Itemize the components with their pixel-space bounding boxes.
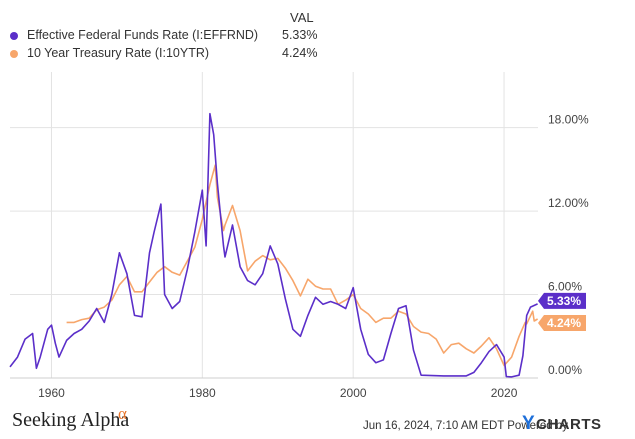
series-line-fed-funds <box>9 112 538 378</box>
seeking-alpha-logo[interactable]: Seeking Alpha <box>12 409 130 431</box>
series-line-treasury <box>66 164 539 367</box>
series-swatch-fed-funds <box>10 32 18 40</box>
legend-value-fed-funds: 5.33% <box>282 28 318 42</box>
x-tick-label: 2000 <box>340 386 367 400</box>
line-chart: 0.00% 6.00% 12.00% 18.00% 1960 1980 2000 2020 5.… <box>9 72 589 400</box>
end-label-treasury-bg <box>538 315 586 332</box>
end-label-treasury: 4.24% <box>547 316 581 330</box>
x-tick-label: 2020 <box>491 386 518 400</box>
y-tick-label: 18.00% <box>548 113 589 127</box>
ycharts-logo-mark[interactable]: Y <box>522 413 535 434</box>
legend: VAL Effective Federal Funds Rate (I:EFFR… <box>0 0 635 60</box>
y-tick-label: 6.00% <box>548 280 582 294</box>
series-swatch-treasury <box>10 50 18 58</box>
seeking-alpha-mark: α <box>118 404 127 423</box>
ycharts-logo-text[interactable]: CHARTS <box>536 416 602 433</box>
footer: Seeking Alpha α Jun 16, 2024, 7:10 AM ED… <box>0 400 635 439</box>
legend-value-header: VAL <box>290 10 314 25</box>
legend-label-treasury: 10 Year Treasury Rate (I:10YTR) <box>27 46 210 60</box>
x-tick-label: 1980 <box>189 386 216 400</box>
timestamp: Jun 16, 2024, 7:10 AM EDT Powered by <box>363 420 568 432</box>
legend-value-treasury: 4.24% <box>282 46 318 60</box>
end-label-fed-funds-bg <box>538 292 586 309</box>
y-tick-label: 12.00% <box>548 196 589 210</box>
x-tick-label: 1960 <box>38 386 65 400</box>
legend-label-fed-funds: Effective Federal Funds Rate (I:EFFRND) <box>27 28 259 42</box>
end-label-fed-funds: 5.33% <box>547 294 581 308</box>
y-tick-label: 0.00% <box>548 363 582 377</box>
